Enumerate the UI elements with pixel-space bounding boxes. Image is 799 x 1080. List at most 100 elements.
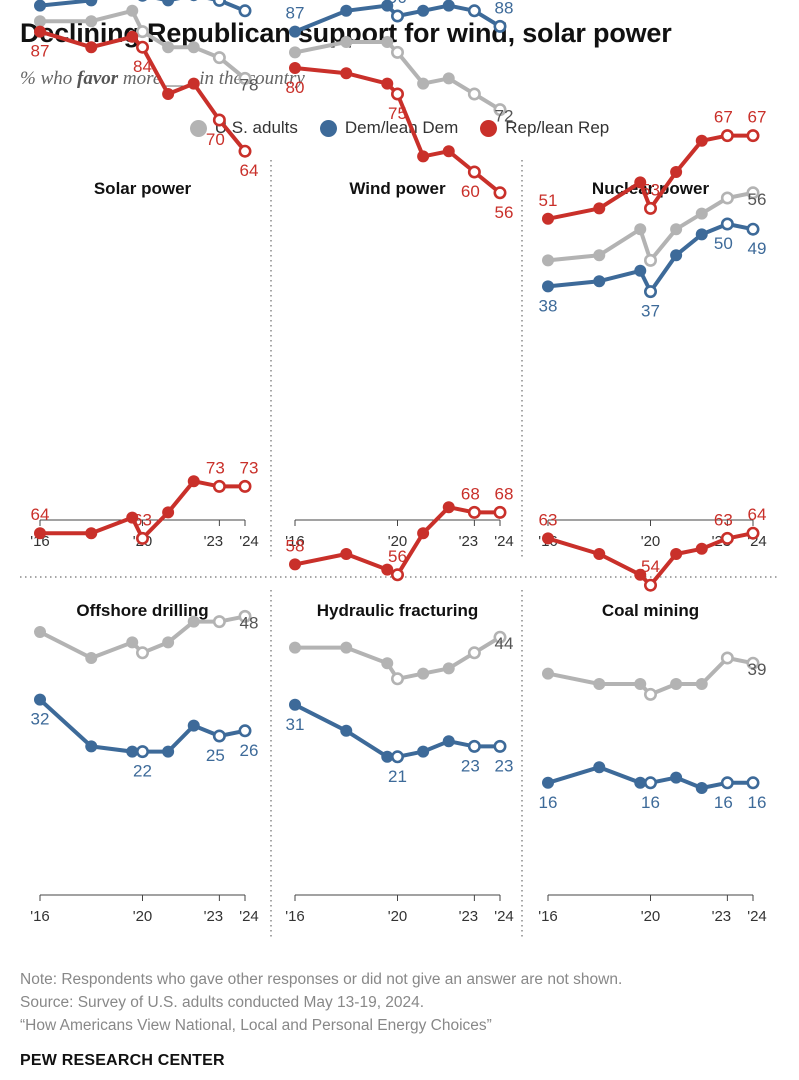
data-point-u-s-adults <box>289 46 301 59</box>
legend-swatch-dem <box>319 119 337 137</box>
data-point-dem-lean-dem <box>670 771 683 784</box>
legend-item-us-adults: U.S. adults <box>189 118 298 138</box>
data-label: 64 <box>31 505 50 524</box>
data-point-u-s-adults <box>634 223 647 236</box>
data-point-dem-lean-dem <box>34 693 46 706</box>
data-point-dem-lean-dem <box>238 4 252 18</box>
data-label: 91 <box>240 0 259 2</box>
data-point-rep-lean-rep <box>442 501 455 514</box>
data-point-rep-lean-rep <box>746 129 760 143</box>
data-point-rep-lean-rep <box>212 479 226 493</box>
data-point-dem-lean-dem <box>381 750 394 763</box>
panel-title: Wind power <box>349 179 446 198</box>
data-point-rep-lean-rep <box>643 201 657 215</box>
data-point-dem-lean-dem <box>162 0 175 7</box>
data-point-dem-lean-dem <box>720 217 734 231</box>
data-point-u-s-adults <box>417 667 430 680</box>
data-point-rep-lean-rep <box>136 531 150 545</box>
panel-title: Offshore drilling <box>76 601 208 620</box>
data-point-rep-lean-rep <box>162 88 175 100</box>
legend-item-rep: Rep/lean Rep <box>480 118 609 138</box>
data-point-u-s-adults <box>34 626 46 638</box>
legend: U.S. adults Dem/lean Dem Rep/lean Rep <box>0 118 799 138</box>
x-tick-label: '16 <box>285 908 305 925</box>
data-point-rep-lean-rep <box>162 506 175 519</box>
x-tick-label: '16 <box>30 908 50 925</box>
data-label: 60 <box>461 182 480 201</box>
panel-title: Hydraulic fracturing <box>317 601 479 620</box>
data-label: 72 <box>495 107 514 126</box>
data-point-u-s-adults <box>126 636 139 649</box>
data-point-dem-lean-dem <box>442 0 455 12</box>
x-tick-label: '16 <box>285 533 305 550</box>
data-point-dem-lean-dem <box>34 0 46 12</box>
data-point-rep-lean-rep <box>238 144 252 158</box>
data-point-dem-lean-dem <box>746 776 760 790</box>
data-point-rep-lean-rep <box>34 527 46 540</box>
data-point-rep-lean-rep <box>670 166 683 178</box>
data-point-rep-lean-rep <box>212 113 226 127</box>
data-point-dem-lean-dem <box>643 776 657 790</box>
data-label: 63 <box>714 510 733 529</box>
data-point-u-s-adults <box>390 672 404 686</box>
data-point-rep-lean-rep <box>381 77 394 90</box>
data-label: 91 <box>461 0 480 2</box>
data-point-rep-lean-rep <box>493 505 507 519</box>
data-point-u-s-adults <box>187 615 200 628</box>
data-label: 26 <box>240 741 259 760</box>
data-point-rep-lean-rep <box>442 145 455 158</box>
data-point-rep-lean-rep <box>390 87 404 101</box>
data-point-rep-lean-rep <box>187 77 200 90</box>
data-label: 73 <box>206 458 225 477</box>
data-point-u-s-adults <box>493 103 507 117</box>
data-label: 90 <box>388 0 407 7</box>
data-point-dem-lean-dem <box>390 750 404 764</box>
data-point-dem-lean-dem <box>593 275 606 288</box>
data-point-rep-lean-rep <box>417 527 430 540</box>
data-point-u-s-adults <box>746 186 760 200</box>
data-label: 75 <box>388 104 407 123</box>
data-point-rep-lean-rep <box>390 568 404 582</box>
data-point-rep-lean-rep <box>417 150 430 163</box>
data-label: 88 <box>495 0 514 17</box>
data-point-dem-lean-dem <box>187 719 200 732</box>
data-point-rep-lean-rep <box>381 563 394 576</box>
legend-label-us-adults: U.S. adults <box>214 118 298 137</box>
data-point-dem-lean-dem <box>467 739 481 753</box>
data-point-dem-lean-dem <box>695 228 708 241</box>
report-title-text: “How Americans View National, Local and … <box>20 1017 492 1034</box>
data-point-dem-lean-dem <box>493 19 507 33</box>
data-point-dem-lean-dem <box>381 0 394 12</box>
data-point-u-s-adults <box>695 207 708 220</box>
data-point-u-s-adults <box>187 41 200 54</box>
data-label: 32 <box>31 710 50 729</box>
subtitle-prefix: % who <box>20 68 77 89</box>
data-point-u-s-adults <box>643 253 657 267</box>
data-label: 25 <box>206 746 225 765</box>
data-point-dem-lean-dem <box>634 264 647 277</box>
x-tick-label: '20 <box>388 533 408 550</box>
data-point-dem-lean-dem <box>695 782 708 794</box>
subtitle-emphasis: favor <box>77 68 119 89</box>
data-point-u-s-adults <box>340 36 353 48</box>
data-point-dem-lean-dem <box>643 285 657 299</box>
data-point-rep-lean-rep <box>289 558 301 571</box>
x-tick-label: '24 <box>494 533 514 550</box>
data-point-u-s-adults <box>720 191 734 205</box>
data-label: 48 <box>240 613 259 632</box>
data-point-dem-lean-dem <box>190 0 198 2</box>
data-label: 56 <box>388 547 407 566</box>
data-point-u-s-adults <box>593 678 606 690</box>
pew-logo-text: PEW RESEARCH CENTER <box>20 1052 225 1069</box>
data-point-rep-lean-rep <box>467 165 481 179</box>
data-point-rep-lean-rep <box>593 548 606 560</box>
data-point-rep-lean-rep <box>634 176 647 189</box>
data-point-dem-lean-dem <box>493 739 507 753</box>
data-point-dem-lean-dem <box>85 0 98 7</box>
data-point-rep-lean-rep <box>34 25 46 38</box>
data-label: 56 <box>495 203 514 222</box>
data-point-dem-lean-dem <box>417 4 430 17</box>
data-point-u-s-adults <box>212 51 226 65</box>
data-label: 53 <box>641 180 660 199</box>
data-label: 64 <box>240 161 259 180</box>
